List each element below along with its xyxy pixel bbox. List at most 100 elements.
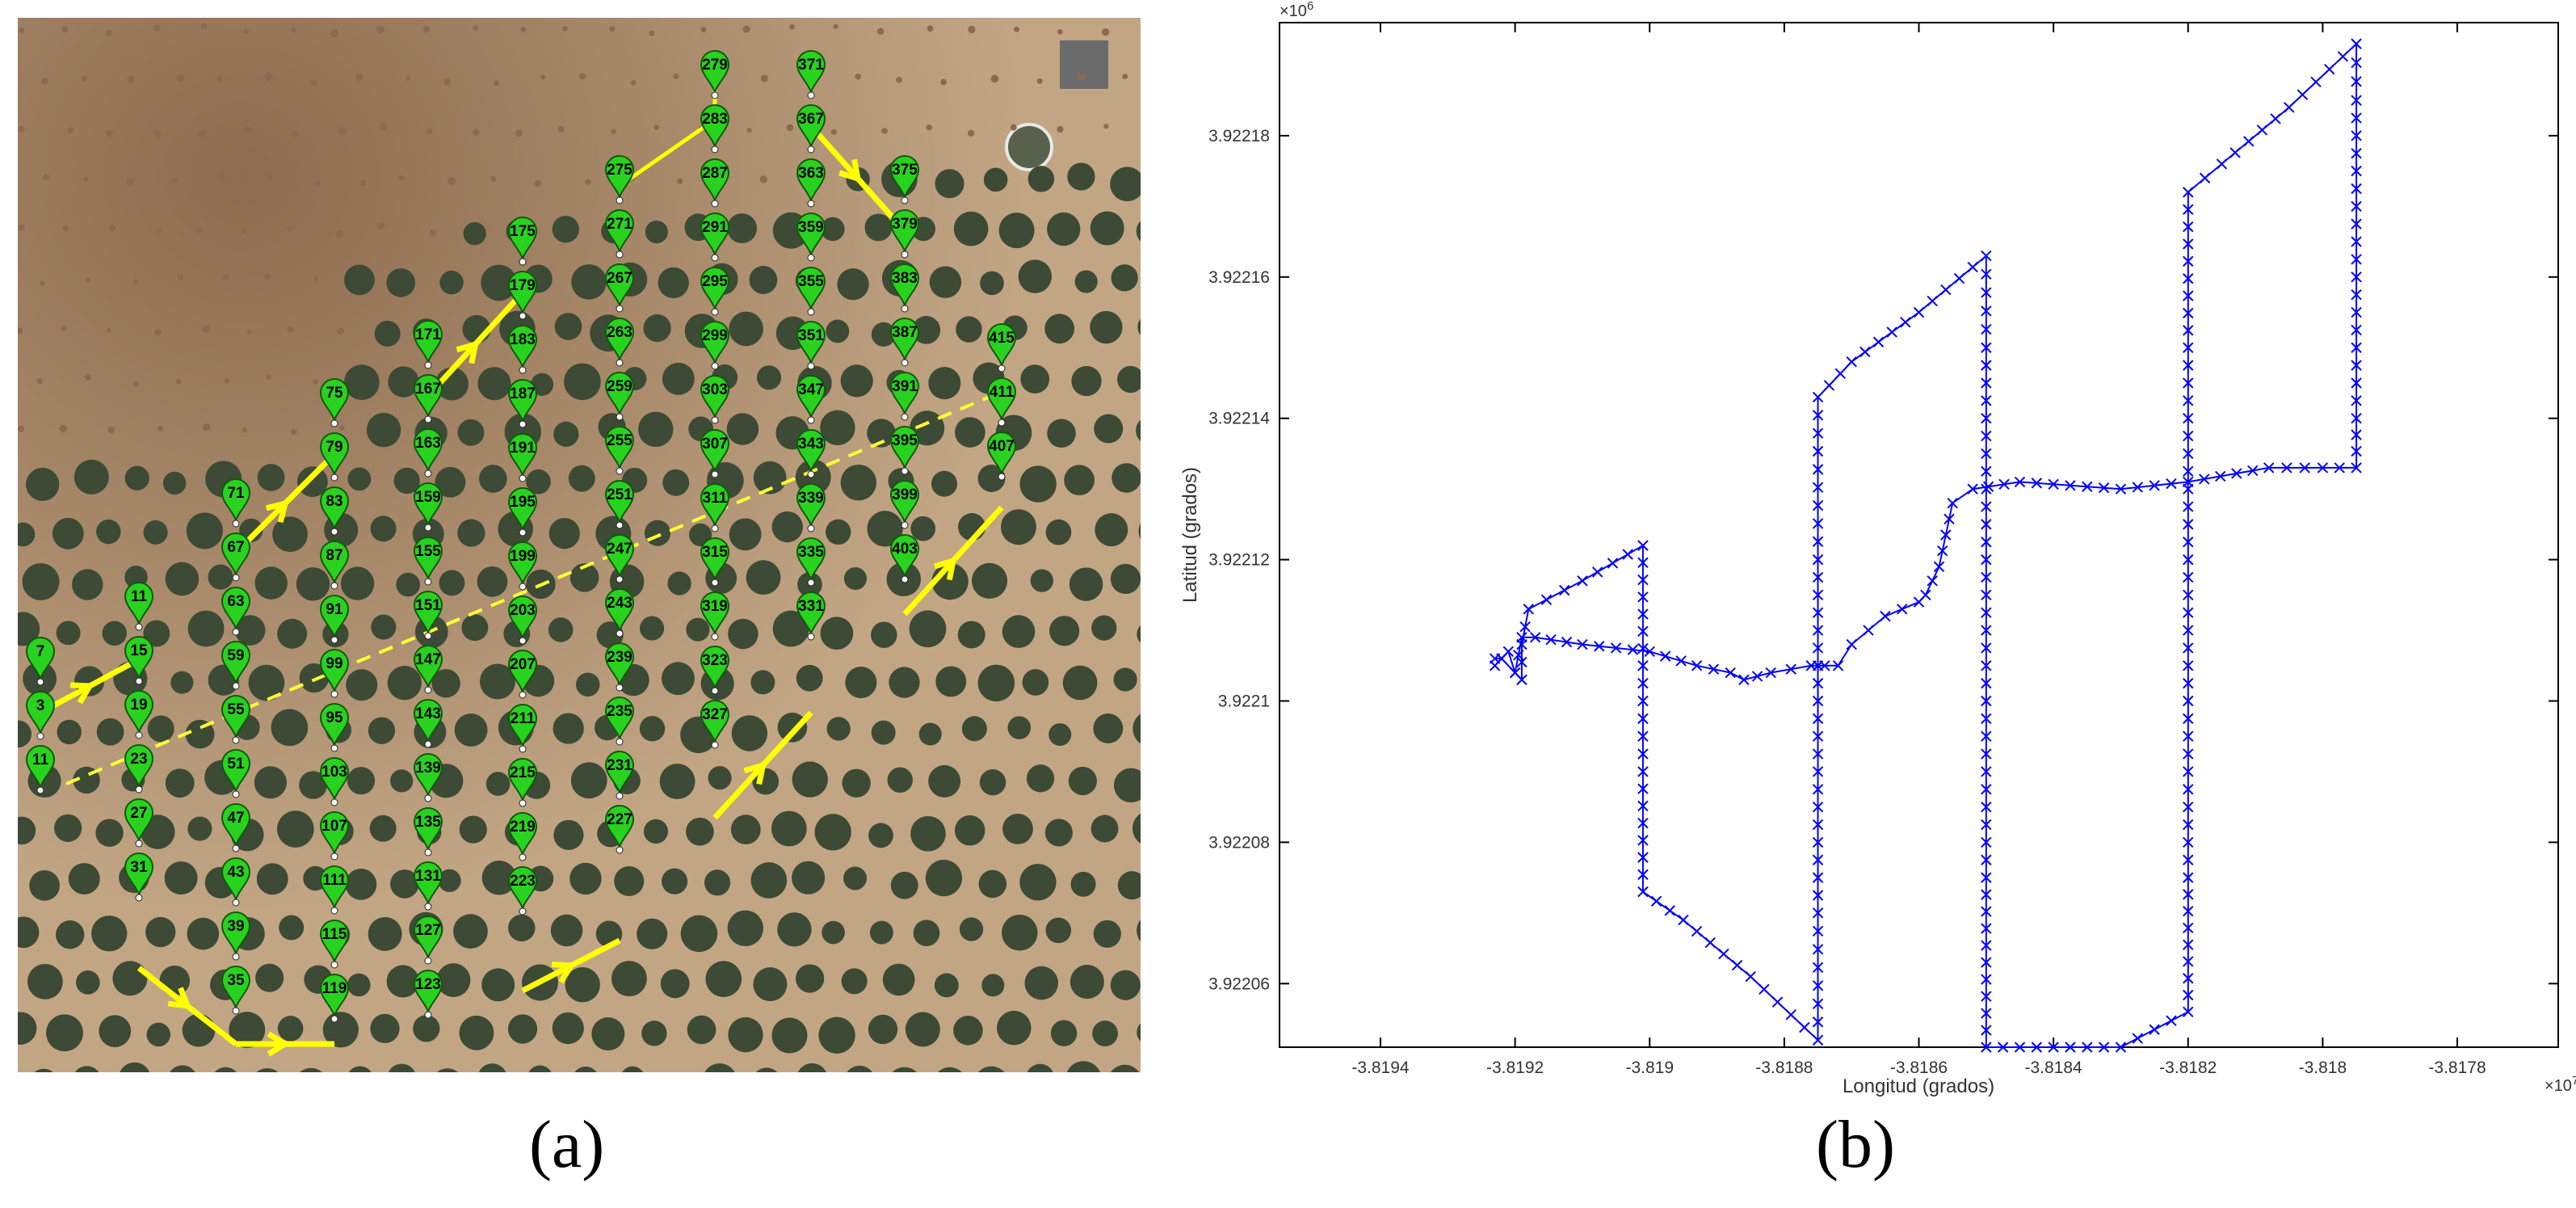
waypoint-dot: [711, 741, 719, 749]
map-pin-icon: [319, 703, 350, 748]
tree: [41, 78, 48, 85]
tree: [931, 470, 958, 497]
waypoint-marker: 7: [25, 637, 56, 686]
tree: [576, 672, 600, 697]
tree: [443, 78, 451, 86]
waypoint-marker: 263: [604, 318, 635, 367]
tree: [379, 122, 388, 131]
tree: [1110, 166, 1141, 202]
map-pin-icon: [221, 478, 251, 524]
waypoint-label: 27: [130, 805, 147, 822]
trajectory-point: [2351, 462, 2362, 474]
trajectory-point: [1981, 607, 1992, 618]
tree: [431, 669, 460, 698]
tree: [843, 566, 868, 591]
waypoint-label: 347: [798, 381, 824, 398]
trajectory-point: [2351, 165, 2362, 177]
tree: [557, 125, 565, 133]
map-pin-icon: [700, 429, 730, 474]
trajectory-point: [1981, 625, 1992, 636]
waypoint-dot: [232, 1007, 240, 1015]
waypoint-label: 235: [607, 703, 632, 720]
tree: [1045, 519, 1072, 545]
waypoint-marker: 23: [124, 744, 154, 793]
waypoint-dot: [616, 413, 624, 421]
waypoint-marker: 195: [507, 487, 538, 537]
trajectory-point: [2183, 730, 2194, 742]
waypoint-label: 399: [892, 486, 918, 503]
waypoint-dot: [998, 419, 1006, 427]
trajectory-point: [2031, 478, 2043, 489]
trajectory-point: [2183, 465, 2194, 478]
tree: [1090, 310, 1123, 344]
waypoint-dot: [232, 899, 240, 907]
tree: [548, 617, 574, 642]
waypoint-dot: [616, 250, 624, 259]
waypoint-marker: 95: [319, 703, 350, 752]
waypoint-dot: [424, 469, 432, 478]
tree: [1022, 669, 1049, 696]
waypoint-dot: [807, 308, 815, 316]
tree: [1024, 966, 1059, 1000]
trajectory-point: [1981, 519, 1992, 530]
map-pin-icon: [796, 213, 826, 258]
waypoint-dot: [711, 416, 719, 424]
tree: [46, 1014, 83, 1052]
tree: [277, 1016, 304, 1042]
waypoint-dot: [135, 677, 143, 685]
waypoint-dot: [616, 196, 624, 204]
trajectory-point: [2115, 1042, 2127, 1053]
waypoint-label: 171: [415, 326, 441, 343]
tree: [34, 1068, 53, 1072]
waypoint-label: 371: [798, 57, 824, 74]
arrow-head-icon: [265, 499, 289, 524]
trajectory-point: [1812, 784, 1824, 795]
trajectory-point: [1947, 497, 1958, 509]
tree: [818, 1016, 855, 1054]
tree: [1094, 414, 1124, 444]
waypoint-label: 263: [607, 324, 632, 341]
tree: [1103, 124, 1109, 129]
tree: [641, 1021, 667, 1046]
waypoint-dot: [519, 637, 527, 645]
waypoint-dot: [519, 366, 527, 374]
waypoint-markers: 7311111519232731716763595551474339357579…: [25, 50, 1017, 1023]
map-pin-icon: [700, 537, 730, 583]
map-pin-icon: [221, 587, 251, 632]
y-exponent-label: ×106: [1280, 0, 1313, 20]
tree: [1092, 1021, 1118, 1047]
tree: [387, 666, 422, 701]
waypoint-dot: [330, 690, 338, 698]
waypoint-marker: 303: [700, 375, 730, 424]
trajectory-point: [1981, 501, 1992, 512]
tree: [797, 1063, 826, 1072]
tree: [820, 410, 855, 446]
waypoint-marker: 159: [413, 482, 443, 532]
arrow-head-icon: [267, 1031, 291, 1057]
tree: [436, 963, 471, 997]
tree: [438, 869, 461, 893]
trajectory-point: [1812, 499, 1824, 511]
tree: [264, 72, 273, 81]
trajectory-point: [2183, 973, 2194, 984]
tree: [562, 25, 568, 32]
trajectory-point: [1886, 326, 1897, 338]
map-pin-icon: [507, 650, 538, 695]
trajectory-point: [1540, 594, 1553, 605]
tree: [195, 226, 202, 234]
tree: [481, 968, 515, 1002]
trajectory-point: [1944, 513, 1955, 525]
tree: [386, 268, 416, 297]
waypoint-marker: 203: [507, 596, 538, 645]
waypoint-label: 31: [130, 859, 148, 876]
tree: [1020, 364, 1050, 394]
waypoint-marker: 91: [319, 595, 350, 644]
tree: [105, 29, 112, 36]
trajectory-point: [1981, 483, 1992, 495]
waypoint-dot: [330, 798, 338, 806]
tree: [968, 25, 976, 34]
trajectory-point: [1558, 584, 1570, 596]
trajectory-point: [2014, 476, 2026, 488]
trajectory-point: [1637, 557, 1649, 569]
trajectory-point: [1981, 342, 1992, 353]
